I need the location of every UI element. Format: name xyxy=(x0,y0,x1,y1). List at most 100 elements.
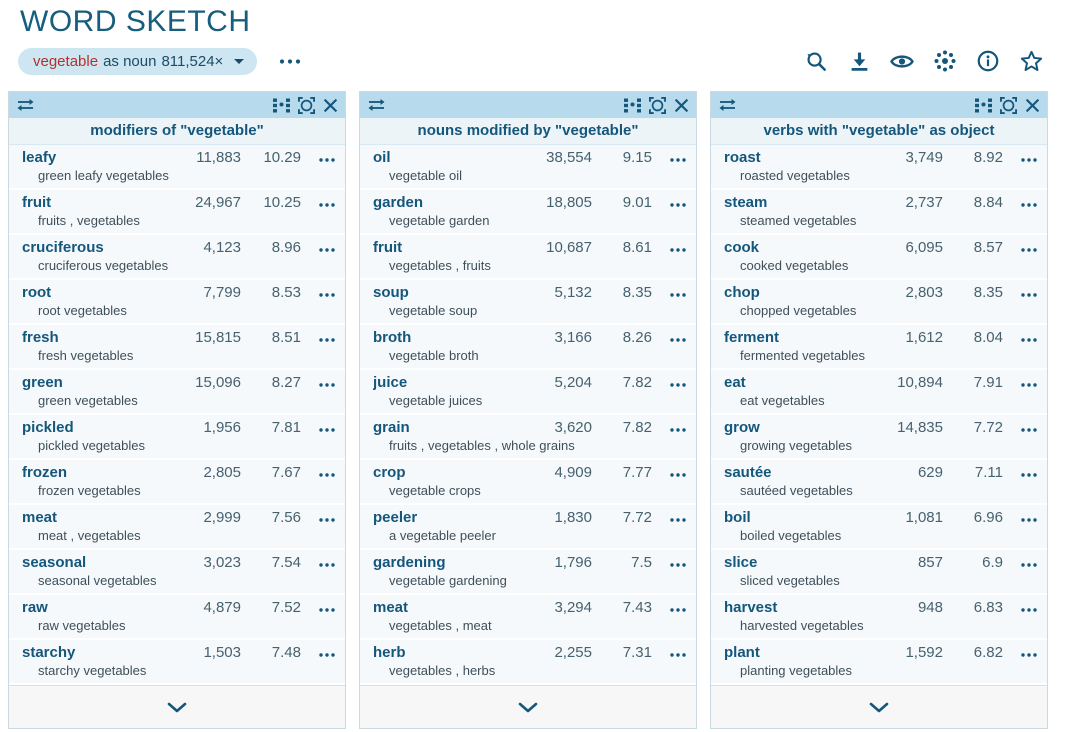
collocate-frequency[interactable]: 4,123 xyxy=(203,239,241,256)
collocate-frequency[interactable]: 2,803 xyxy=(905,284,943,301)
collocate-word[interactable]: eat xyxy=(724,374,746,391)
expand-panel-button[interactable] xyxy=(360,685,696,728)
focus-button[interactable] xyxy=(298,96,315,114)
row-menu-button[interactable] xyxy=(1003,649,1037,657)
row-menu-button[interactable] xyxy=(1003,469,1037,477)
collocate-frequency[interactable]: 4,909 xyxy=(554,464,592,481)
row-menu-button[interactable] xyxy=(1003,334,1037,342)
sort-options-button[interactable] xyxy=(975,98,992,113)
swap-columns-button[interactable] xyxy=(718,98,737,112)
collocate-word[interactable]: frozen xyxy=(22,464,67,481)
row-menu-button[interactable] xyxy=(301,244,335,252)
collocate-word[interactable]: chop xyxy=(724,284,760,301)
collocate-frequency[interactable]: 857 xyxy=(917,554,943,571)
row-menu-button[interactable] xyxy=(1003,559,1037,567)
info-button[interactable] xyxy=(976,49,1000,73)
collocate-word[interactable]: fruit xyxy=(373,239,403,256)
collocate-word[interactable]: root xyxy=(22,284,52,301)
collocate-frequency[interactable]: 5,132 xyxy=(554,284,592,301)
collocate-frequency[interactable]: 14,835 xyxy=(897,419,943,436)
row-menu-button[interactable] xyxy=(652,424,686,432)
collocate-frequency[interactable]: 10,687 xyxy=(546,239,592,256)
swap-columns-button[interactable] xyxy=(16,98,35,112)
collocate-frequency[interactable]: 629 xyxy=(917,464,943,481)
collocate-frequency[interactable]: 15,815 xyxy=(195,329,241,346)
collocate-frequency[interactable]: 2,999 xyxy=(203,509,241,526)
collocate-frequency[interactable]: 948 xyxy=(917,599,943,616)
row-menu-button[interactable] xyxy=(652,469,686,477)
collocate-word[interactable]: slice xyxy=(724,554,758,571)
favorite-button[interactable] xyxy=(1019,49,1043,73)
collocate-frequency[interactable]: 10,894 xyxy=(897,374,943,391)
collocate-frequency[interactable]: 11,883 xyxy=(196,149,241,166)
row-menu-button[interactable] xyxy=(301,649,335,657)
sort-options-button[interactable] xyxy=(273,98,290,113)
collocate-word[interactable]: raw xyxy=(22,599,48,616)
collocate-frequency[interactable]: 2,805 xyxy=(203,464,241,481)
collocate-word[interactable]: peeler xyxy=(373,509,418,526)
row-menu-button[interactable] xyxy=(652,244,686,252)
row-menu-button[interactable] xyxy=(652,334,686,342)
collocate-word[interactable]: roast xyxy=(724,149,761,166)
collocate-word[interactable]: soup xyxy=(373,284,409,301)
expand-panel-button[interactable] xyxy=(9,685,345,728)
collocate-word[interactable]: plant xyxy=(724,644,760,661)
row-menu-button[interactable] xyxy=(301,604,335,612)
focus-button[interactable] xyxy=(1000,96,1017,114)
collocate-frequency[interactable]: 2,737 xyxy=(905,194,943,211)
row-menu-button[interactable] xyxy=(652,559,686,567)
row-menu-button[interactable] xyxy=(1003,244,1037,252)
row-menu-button[interactable] xyxy=(652,604,686,612)
query-pill[interactable]: vegetable as noun 811,524× xyxy=(18,47,258,75)
row-menu-button[interactable] xyxy=(1003,199,1037,207)
row-menu-button[interactable] xyxy=(301,424,335,432)
collocate-frequency[interactable]: 1,612 xyxy=(905,329,943,346)
collocate-word[interactable]: garden xyxy=(373,194,424,211)
collocate-word[interactable]: crop xyxy=(373,464,406,481)
collocate-word[interactable]: cruciferous xyxy=(22,239,104,256)
collocate-word[interactable]: oil xyxy=(373,149,391,166)
collocate-word[interactable]: gardening xyxy=(373,554,446,571)
collocate-frequency[interactable]: 3,023 xyxy=(203,554,241,571)
collocate-word[interactable]: juice xyxy=(373,374,408,391)
collocate-frequency[interactable]: 18,805 xyxy=(546,194,592,211)
collocate-frequency[interactable]: 6,095 xyxy=(905,239,943,256)
collocate-word[interactable]: fresh xyxy=(22,329,59,346)
visualize-button[interactable] xyxy=(933,49,957,73)
collocate-frequency[interactable]: 1,956 xyxy=(203,419,241,436)
row-menu-button[interactable] xyxy=(301,379,335,387)
collocate-word[interactable]: leafy xyxy=(22,149,57,166)
collocate-word[interactable]: herb xyxy=(373,644,406,661)
row-menu-button[interactable] xyxy=(1003,289,1037,297)
row-menu-button[interactable] xyxy=(1003,379,1037,387)
collocate-frequency[interactable]: 1,081 xyxy=(905,509,943,526)
collocate-word[interactable]: steam xyxy=(724,194,768,211)
row-menu-button[interactable] xyxy=(301,199,335,207)
collocate-word[interactable]: seasonal xyxy=(22,554,87,571)
swap-columns-button[interactable] xyxy=(367,98,386,112)
row-menu-button[interactable] xyxy=(301,469,335,477)
collocate-word[interactable]: broth xyxy=(373,329,412,346)
sort-options-button[interactable] xyxy=(624,98,641,113)
collocate-word[interactable]: grain xyxy=(373,419,410,436)
row-menu-button[interactable] xyxy=(1003,424,1037,432)
collocate-frequency[interactable]: 1,830 xyxy=(554,509,592,526)
row-menu-button[interactable] xyxy=(652,514,686,522)
search-again-button[interactable] xyxy=(804,49,828,73)
collocate-word[interactable]: meat xyxy=(373,599,409,616)
row-menu-button[interactable] xyxy=(652,199,686,207)
collocate-word[interactable]: cook xyxy=(724,239,760,256)
row-menu-button[interactable] xyxy=(1003,514,1037,522)
expand-panel-button[interactable] xyxy=(711,685,1047,728)
collocate-word[interactable]: grow xyxy=(724,419,760,436)
close-panel-button[interactable] xyxy=(323,98,338,113)
row-menu-button[interactable] xyxy=(1003,604,1037,612)
row-menu-button[interactable] xyxy=(652,379,686,387)
collocate-word[interactable]: meat xyxy=(22,509,58,526)
collocate-word[interactable]: starchy xyxy=(22,644,76,661)
collocate-frequency[interactable]: 4,879 xyxy=(203,599,241,616)
row-menu-button[interactable] xyxy=(301,334,335,342)
collocate-frequency[interactable]: 7,799 xyxy=(203,284,241,301)
collocate-frequency[interactable]: 1,592 xyxy=(905,644,943,661)
collocate-frequency[interactable]: 3,749 xyxy=(905,149,943,166)
